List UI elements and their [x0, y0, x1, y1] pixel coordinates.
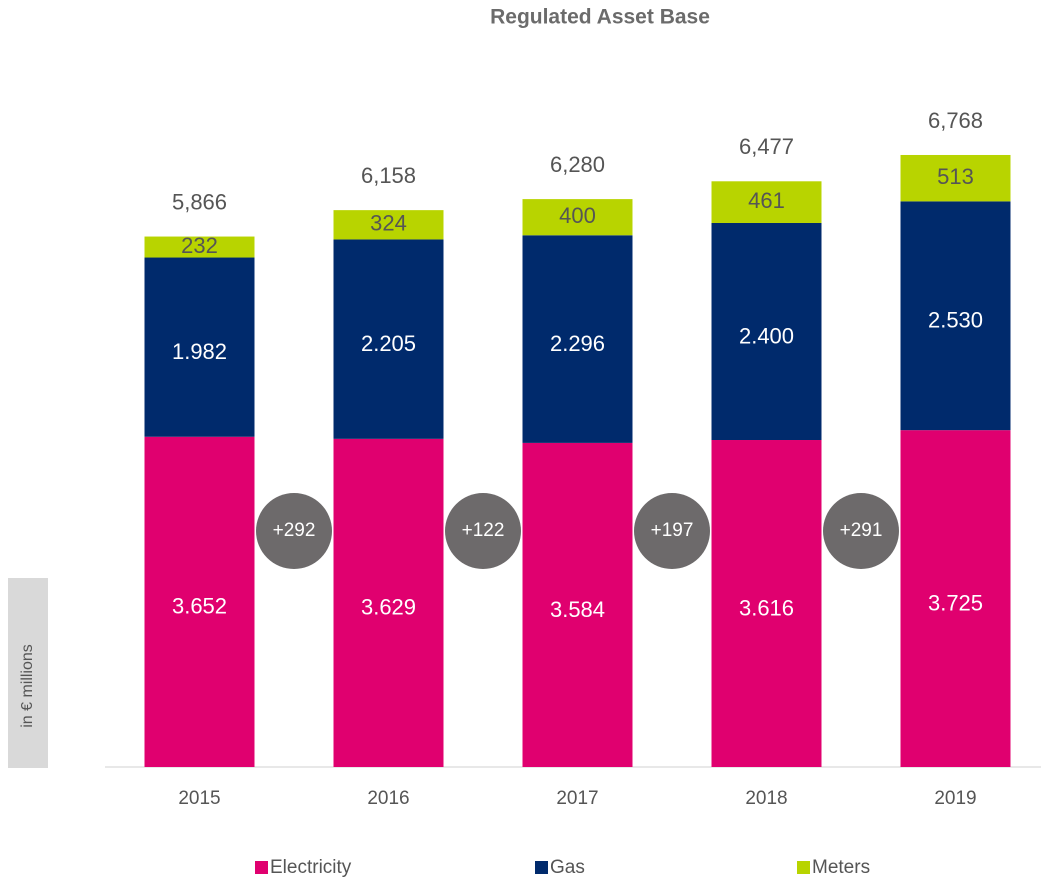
bar-segment	[144, 257, 255, 437]
bar-segment	[711, 440, 822, 767]
data-label: 2.530	[928, 308, 983, 333]
data-label: 3.629	[361, 595, 416, 620]
data-label: 2.205	[361, 331, 416, 356]
legend-label: Electricity	[270, 857, 352, 878]
data-label: 232	[181, 233, 218, 258]
data-label: 400	[559, 203, 596, 228]
chart-title: Regulated Asset Base	[490, 6, 710, 29]
total-label: 6,280	[550, 152, 605, 177]
data-label: 2.400	[739, 323, 794, 348]
bar-segment	[333, 438, 444, 767]
bar-segment	[900, 430, 1011, 767]
legend-label: Gas	[550, 857, 585, 878]
data-label: 3.652	[172, 594, 227, 619]
bar-segment	[144, 236, 255, 258]
bar-segment	[711, 222, 822, 441]
total-label: 6,477	[739, 134, 794, 159]
delta-label: +122	[462, 520, 505, 541]
legend-swatch	[255, 861, 268, 874]
delta-bubble	[634, 493, 710, 569]
data-label: 3.616	[739, 595, 794, 620]
delta-label: +292	[273, 520, 316, 541]
bar-segment	[333, 239, 444, 439]
delta-label: +291	[840, 520, 883, 541]
total-label: 6,158	[361, 163, 416, 188]
legend-label: Meters	[812, 857, 870, 878]
data-label: 324	[370, 211, 407, 236]
delta-bubble	[823, 493, 899, 569]
data-label: 461	[748, 188, 785, 213]
legend-swatch	[797, 861, 810, 874]
legend-swatch	[535, 861, 548, 874]
delta-label: +197	[651, 520, 694, 541]
total-label: 5,866	[172, 189, 227, 214]
data-label: 3.584	[550, 597, 605, 622]
x-tick-label: 2019	[934, 788, 976, 809]
data-label: 3.725	[928, 590, 983, 615]
x-tick-label: 2015	[178, 788, 220, 809]
bar-segment	[522, 442, 633, 767]
x-tick-label: 2017	[556, 788, 598, 809]
bar-segment	[900, 201, 1011, 431]
total-label: 6,768	[928, 108, 983, 133]
bar-segment	[144, 436, 255, 767]
data-label: 1.982	[172, 339, 227, 364]
bar-segment	[522, 199, 633, 236]
y-axis-label: in € millions	[19, 644, 36, 728]
bar-segment	[711, 181, 822, 223]
delta-bubble	[256, 493, 332, 569]
data-label: 513	[937, 164, 974, 189]
bar-segment	[333, 210, 444, 240]
x-tick-label: 2016	[367, 788, 409, 809]
data-label: 2.296	[550, 331, 605, 356]
bar-segment	[522, 235, 633, 443]
delta-bubble	[445, 493, 521, 569]
bar-segment	[900, 154, 1011, 202]
x-tick-label: 2018	[745, 788, 787, 809]
y-label-box	[8, 578, 48, 768]
